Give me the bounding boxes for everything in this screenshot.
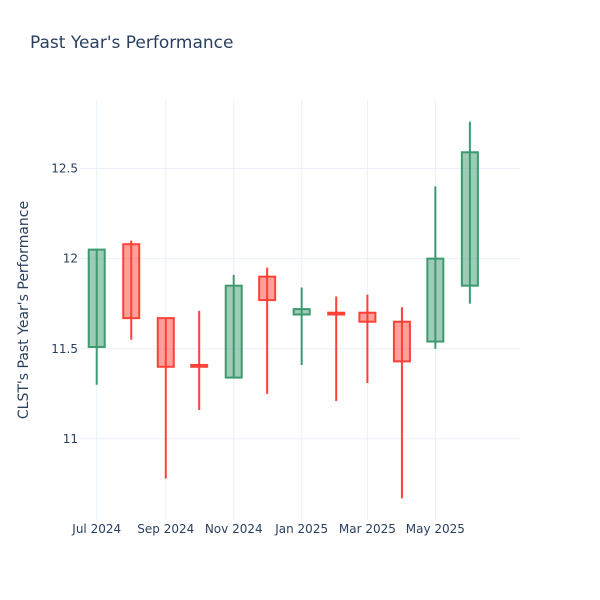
candle (156, 317, 175, 479)
candle (258, 267, 277, 394)
candle-body (224, 284, 243, 379)
candle (392, 307, 411, 499)
candle-body (426, 257, 445, 343)
candle (224, 274, 243, 379)
candle (358, 294, 377, 384)
x-tick-label: Nov 2024 (205, 522, 263, 536)
candle-body (258, 275, 277, 302)
x-tick-label: Sep 2024 (137, 522, 194, 536)
candle-body (190, 363, 209, 368)
candle-body (122, 243, 141, 320)
candle (87, 248, 106, 385)
tick-layer: 11 11.5 12 12.5 Jul 2024 Sep 2024 Nov 2024 Jan … (51, 161, 465, 536)
candle (426, 186, 445, 349)
candle (292, 287, 311, 365)
candle-body (87, 248, 106, 348)
y-tick-label: 12 (63, 252, 78, 266)
candle-body (358, 311, 377, 323)
y-tick-label: 12.5 (51, 161, 78, 175)
candle (190, 310, 209, 411)
candle-body (460, 151, 479, 287)
y-tick-label: 11 (63, 432, 78, 446)
candle (327, 296, 346, 402)
x-tick-label: Jan 2025 (274, 522, 328, 536)
x-tick-label: Mar 2025 (339, 522, 396, 536)
candle-body (327, 311, 346, 316)
candle-layer (87, 121, 479, 499)
candle-body (292, 308, 311, 316)
candle-body (392, 320, 411, 363)
x-tick-label: Jul 2024 (71, 522, 121, 536)
candle (460, 121, 479, 304)
y-axis-title: CLST's Past Year's Performance (16, 201, 32, 419)
chart-title: Past Year's Performance (30, 33, 234, 53)
x-tick-label: May 2025 (406, 522, 465, 536)
candle (122, 240, 141, 340)
candle-body (156, 317, 175, 368)
y-tick-label: 11.5 (51, 342, 78, 356)
